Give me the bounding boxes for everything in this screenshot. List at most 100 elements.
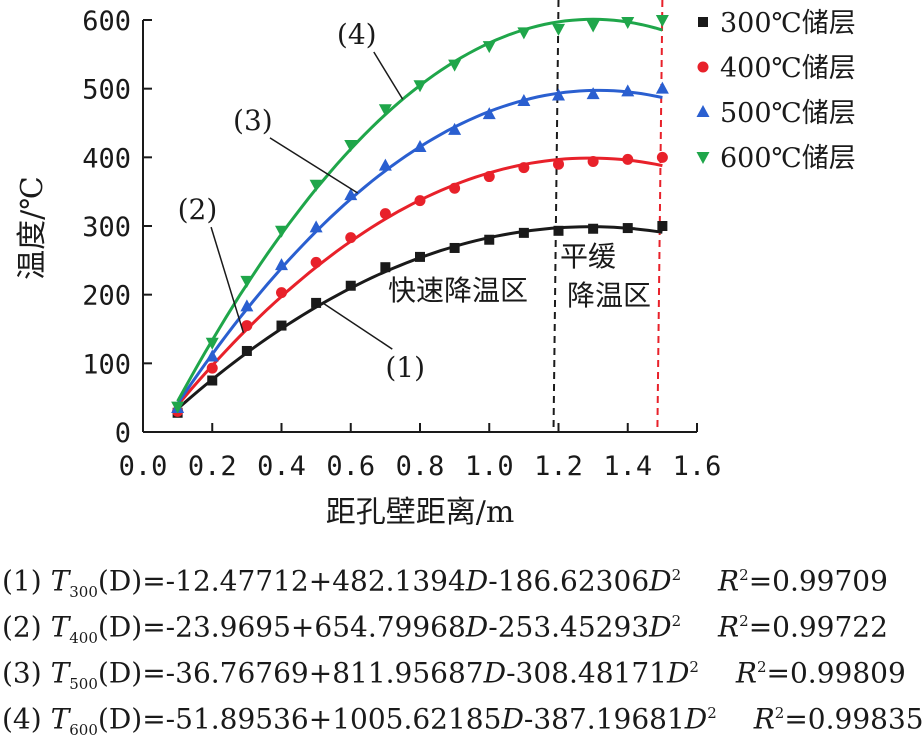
equation-subscript: 600 — [69, 720, 98, 739]
equation-row: (1) T300(D)=-12.47712+482.1394D-186.6230… — [2, 552, 920, 601]
equation-index: (4) — [2, 702, 42, 736]
data-point — [207, 375, 218, 386]
data-point — [518, 162, 530, 174]
equation-argument: (D)= — [97, 656, 166, 690]
equation-tail: -387.19681 — [523, 702, 685, 736]
data-point — [483, 171, 495, 183]
data-point — [517, 27, 531, 40]
equation-body: -36.76769+811.95687 — [165, 656, 484, 690]
curve-label: (2) — [178, 193, 218, 226]
equation-variable: T — [50, 702, 70, 736]
data-point — [241, 345, 252, 356]
region-label-slow-cooling-line2: 降温区 — [567, 279, 651, 312]
equation-d-variable: D — [483, 656, 507, 690]
equation-d2-variable: D — [684, 702, 708, 736]
data-point — [414, 195, 426, 207]
data-point — [587, 155, 599, 167]
data-point — [413, 80, 427, 93]
fit-curve — [176, 17, 663, 402]
equation-d2-variable: D — [666, 656, 690, 690]
data-point — [655, 15, 669, 27]
equation-row: (3) T500(D)=-36.76769+811.95687D-308.481… — [2, 644, 920, 693]
curve-callouts: (1) (2) (3) (4) — [178, 18, 425, 384]
data-point — [240, 275, 254, 288]
data-point — [586, 20, 600, 33]
data-point — [276, 287, 287, 299]
equation-d-variable: D — [465, 610, 489, 644]
data-point — [517, 94, 531, 107]
equation-variable: T — [50, 564, 70, 598]
data-point — [448, 122, 462, 135]
data-point — [621, 17, 635, 30]
y-tick-label: 100 — [82, 349, 131, 380]
x-axis-title: 距孔壁距离/m — [326, 495, 515, 530]
equation-power: 2 — [707, 704, 717, 722]
equation-subscript: 300 — [69, 582, 98, 601]
data-point — [345, 232, 357, 244]
x-tick-label: 0.8 — [396, 451, 445, 482]
data-point — [171, 401, 185, 414]
legend-label: 400℃储层 — [720, 53, 856, 84]
equation-body: -23.9695+654.79968 — [165, 610, 466, 644]
data-point — [622, 153, 634, 165]
equation-index: (3) — [2, 656, 42, 690]
x-tick-label: 0.0 — [119, 451, 168, 482]
data-point — [205, 337, 219, 350]
callout-leader-line — [322, 302, 393, 350]
equation-power: 2 — [671, 612, 682, 630]
x-tick-label: 1.6 — [673, 451, 722, 482]
equation-tail: -253.45293 — [488, 610, 650, 644]
equation-tail: -186.62306 — [488, 564, 650, 598]
y-tick-label: 500 — [82, 75, 131, 106]
x-tick-label: 1.2 — [534, 451, 583, 482]
r-squared-value: =0.99835 — [784, 702, 922, 736]
region-divider-line — [656, 0, 664, 433]
data-point — [275, 258, 288, 271]
equation-variable: T — [50, 610, 70, 644]
curve-label: (4) — [337, 18, 377, 51]
legend-marker — [696, 152, 710, 164]
legend: 300℃储层 400℃储层 500℃储层 600℃储层 — [696, 8, 856, 174]
callout-leader-line — [373, 51, 404, 100]
data-point — [309, 179, 323, 192]
data-point — [655, 81, 669, 94]
data-point — [241, 320, 253, 332]
data-point — [621, 84, 635, 97]
x-tick-label: 1.0 — [465, 451, 514, 482]
x-tick-label: 1.4 — [603, 451, 652, 482]
data-point — [310, 256, 322, 268]
data-point — [482, 41, 496, 54]
data-point — [240, 299, 254, 312]
y-tick-label: 600 — [82, 6, 131, 37]
data-point — [378, 104, 392, 117]
r-squared-variable: R — [735, 656, 757, 690]
region-label-fast-cooling: 快速降温区 — [388, 274, 528, 307]
data-point — [482, 107, 496, 120]
data-point — [622, 223, 633, 234]
data-point — [344, 188, 358, 201]
data-point — [380, 262, 391, 273]
data-point — [552, 88, 565, 101]
legend-marker — [698, 17, 708, 27]
legend-marker — [697, 61, 709, 73]
temperature-chart: 0.0 0.2 0.4 0.6 0.8 1.0 1.2 1.4 1.6 0 100 200 300 400… — [15, 0, 856, 530]
y-tick-label: 200 — [82, 281, 131, 312]
r-squared-power: 2 — [739, 612, 749, 630]
equation-argument: (D)= — [97, 564, 166, 598]
equation-tail: -308.48171 — [506, 656, 667, 690]
callout-leader-line — [210, 226, 245, 333]
data-point — [205, 349, 219, 362]
equation-d2-variable: D — [649, 610, 672, 644]
curve-label: (1) — [385, 351, 425, 384]
equation-argument: (D)= — [97, 702, 166, 736]
equation-subscript: 400 — [69, 628, 98, 647]
equation-body: -12.47712+482.1394 — [165, 564, 466, 598]
data-point — [344, 139, 358, 152]
data-point — [552, 23, 565, 36]
r-squared-value: =0.99809 — [766, 656, 906, 690]
data-point — [553, 158, 564, 170]
data-point — [309, 220, 323, 233]
y-axis-title: 温度/℃ — [15, 176, 50, 280]
equation-d-variable: D — [465, 564, 489, 598]
equation-index: (2) — [2, 610, 42, 644]
